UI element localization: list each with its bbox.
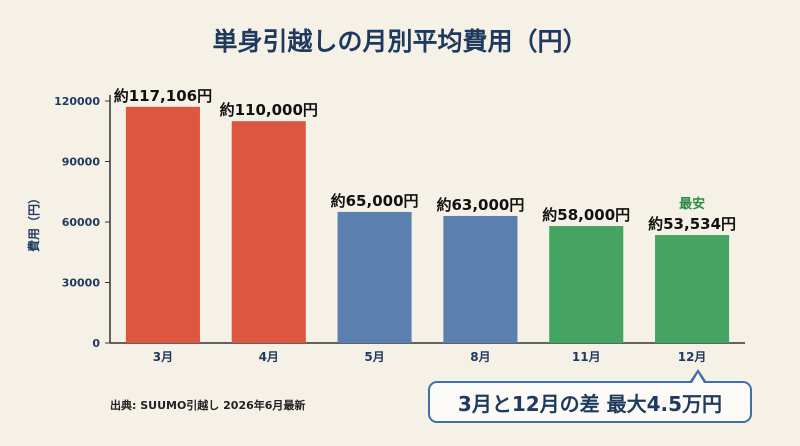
cheapest-badge: 最安	[679, 196, 705, 212]
bar	[549, 226, 624, 343]
bar	[443, 215, 518, 343]
bar	[125, 106, 200, 343]
data-label: 約63,000円	[436, 196, 524, 214]
data-label: 約117,106円	[114, 87, 212, 105]
difference-callout: 3月と12月の差 最大4.5万円	[428, 381, 752, 423]
bar	[231, 121, 306, 344]
x-tick-label: 8月	[470, 350, 490, 364]
source-note: 出典: SUUMO引越し 2026年6月最新	[110, 399, 306, 412]
x-tick-label: 11月	[572, 350, 601, 364]
x-tick-label: 3月	[153, 350, 173, 364]
y-tick-label: 30000	[62, 277, 101, 290]
data-label: 約65,000円	[331, 192, 419, 210]
callout-text: 3月と12月の差 最大4.5万円	[457, 391, 723, 416]
chart-title: 単身引越しの月別平均費用（円）	[212, 27, 588, 56]
data-label: 約53,534円	[648, 215, 736, 233]
y-tick-label: 120000	[54, 95, 100, 108]
data-label: 約110,000円	[220, 101, 318, 119]
bar	[655, 235, 730, 343]
bar	[337, 211, 412, 343]
y-tick-label: 90000	[62, 156, 101, 169]
x-tick-label: 12月	[678, 350, 707, 364]
callout-pointer-fill	[692, 373, 704, 383]
x-tick-label: 5月	[364, 350, 384, 364]
data-label: 約58,000円	[542, 206, 630, 224]
x-tick-label: 4月	[259, 350, 279, 364]
y-tick-label: 60000	[62, 216, 101, 229]
y-tick-label: 0	[92, 337, 100, 350]
y-axis-label: 費用（円）	[26, 192, 41, 252]
